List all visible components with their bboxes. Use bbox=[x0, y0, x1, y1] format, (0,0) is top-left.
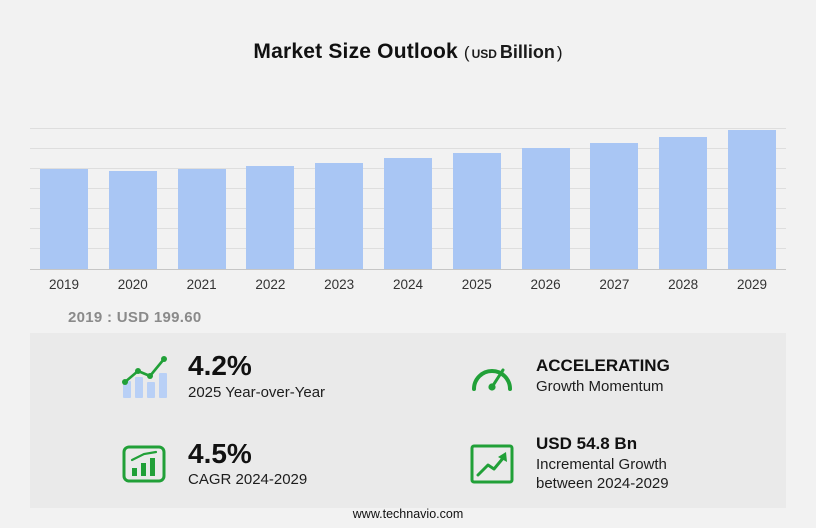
bar-2022 bbox=[246, 166, 295, 269]
x-tick-label: 2019 bbox=[48, 277, 80, 292]
bar-2028 bbox=[659, 137, 708, 269]
x-tick-label: 2026 bbox=[530, 277, 561, 292]
x-tick-label: 2025 bbox=[461, 277, 492, 292]
stat-yoy-label: 2025 Year-over-Year bbox=[188, 383, 326, 401]
bar-2027 bbox=[590, 143, 639, 269]
stat-incremental: USD 54.8 Bn Incremental Growth between 2… bbox=[408, 421, 786, 509]
stat-incremental-text: USD 54.8 Bn Incremental Growth between 2… bbox=[536, 435, 698, 493]
stat-momentum-label: Growth Momentum bbox=[536, 377, 664, 395]
x-tick-label: 2029 bbox=[736, 277, 767, 292]
bar-2021 bbox=[177, 169, 226, 269]
stat-cagr-text: 4.5% CAGR 2024-2029 bbox=[188, 437, 308, 490]
footer-url: www.technavio.com bbox=[352, 507, 464, 521]
page-title: Market Size Outlook(USD Billion) bbox=[0, 40, 816, 64]
stat-cagr-label: CAGR 2024-2029 bbox=[188, 471, 308, 489]
incremental-growth-icon bbox=[466, 438, 518, 490]
bar-2023 bbox=[315, 163, 364, 269]
stat-incremental-label: Incremental Growth between 2024-2029 bbox=[536, 455, 669, 492]
x-tick-label: 2024 bbox=[392, 277, 423, 292]
bar-2026 bbox=[521, 148, 570, 269]
x-tick-label: 2021 bbox=[186, 277, 217, 292]
bar-chart bbox=[30, 106, 786, 270]
bars-group bbox=[40, 106, 776, 269]
cagr-bar-chart-icon bbox=[118, 438, 170, 490]
bar-2029 bbox=[727, 130, 776, 269]
stat-momentum: ACCELERATING Growth Momentum bbox=[408, 333, 786, 421]
stat-momentum-text: ACCELERATING Growth Momentum bbox=[536, 357, 670, 397]
open-paren: ( bbox=[463, 43, 470, 62]
x-axis-labels: 2019 2020 2021 2022 2023 2024 2025 2026 2027 2028… bbox=[40, 277, 776, 292]
x-tick-label: 2028 bbox=[668, 277, 699, 292]
bar-2019 bbox=[40, 169, 88, 269]
stat-cagr-value: 4.5% bbox=[188, 437, 252, 469]
title-currency: USD bbox=[471, 47, 497, 61]
speedometer-icon bbox=[466, 351, 518, 403]
close-paren: ) bbox=[556, 43, 563, 62]
growth-line-bars-icon bbox=[118, 351, 170, 403]
stats-panel: 4.2% 2025 Year-over-Year ACCELERATING Gr… bbox=[30, 333, 786, 508]
title-unit-group: (USD Billion) bbox=[463, 42, 563, 62]
x-tick-label: 2020 bbox=[117, 277, 148, 292]
gridline bbox=[30, 128, 786, 129]
gridline bbox=[30, 148, 786, 149]
stat-incremental-value: USD 54.8 Bn bbox=[536, 434, 638, 454]
base-year-annotation: 2019 : USD 199.60 bbox=[68, 309, 202, 326]
stat-cagr: 4.5% CAGR 2024-2029 bbox=[30, 421, 408, 509]
stat-yoy-value: 4.2% bbox=[188, 350, 252, 382]
bar-2025 bbox=[452, 153, 501, 269]
x-tick-label: 2022 bbox=[255, 277, 286, 292]
title-text: Market Size Outlook bbox=[253, 40, 458, 63]
stat-yoy-text: 4.2% 2025 Year-over-Year bbox=[188, 351, 325, 402]
stat-yoy: 4.2% 2025 Year-over-Year bbox=[30, 333, 408, 421]
stat-momentum-value: ACCELERATING bbox=[536, 355, 670, 375]
bar-2024 bbox=[383, 158, 432, 269]
bar-2020 bbox=[108, 171, 157, 269]
x-tick-label: 2023 bbox=[324, 277, 355, 292]
title-unit: Billion bbox=[499, 42, 555, 62]
x-tick-label: 2027 bbox=[599, 277, 630, 292]
